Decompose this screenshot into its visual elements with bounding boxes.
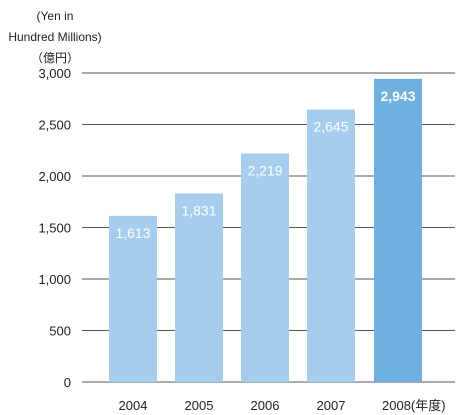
x-axis-ticks: 2004 2005 2006 2007 2008(年度) xyxy=(119,398,446,413)
bar-2007 xyxy=(307,109,355,382)
y-axis-ticks: 0 500 1,000 1,500 2,000 2,500 3,000 xyxy=(38,66,71,390)
y-tick-label: 1,000 xyxy=(38,272,71,287)
x-axis-unit: (年度) xyxy=(411,398,446,413)
data-label: 1,613 xyxy=(115,225,150,241)
y-tick-label: 2,000 xyxy=(38,169,71,184)
data-labels: 1,613 1,831 2,219 2,645 2,943 xyxy=(115,88,415,241)
x-tick-label: 2007 xyxy=(317,398,346,413)
y-axis-label-line-3: （億円） xyxy=(31,51,79,65)
x-tick-label: 2005 xyxy=(185,398,214,413)
data-label: 1,831 xyxy=(181,202,216,218)
y-tick-label: 500 xyxy=(49,324,71,339)
bar-2005 xyxy=(175,193,223,382)
data-label: 2,645 xyxy=(313,119,348,135)
y-tick-label: 3,000 xyxy=(38,66,71,81)
y-tick-label: 2,500 xyxy=(38,118,71,133)
y-tick-label: 0 xyxy=(64,375,71,390)
data-label: 2,219 xyxy=(247,162,282,178)
x-tick-label: 2004 xyxy=(119,398,148,413)
y-axis-label: (Yen in Hundred Millions) （億円） xyxy=(8,9,101,65)
bar-2008 xyxy=(374,78,422,382)
y-axis-label-line-1: (Yen in xyxy=(37,9,74,23)
x-tick-label: 2008(年度) xyxy=(382,398,446,413)
bars xyxy=(109,78,422,382)
x-tick-label: 2006 xyxy=(251,398,280,413)
y-axis-label-line-2: Hundred Millions) xyxy=(8,30,101,44)
bar-2004 xyxy=(109,215,157,382)
y-tick-label: 1,500 xyxy=(38,221,71,236)
data-label: 2,943 xyxy=(380,88,415,104)
bar-2006 xyxy=(241,153,289,382)
